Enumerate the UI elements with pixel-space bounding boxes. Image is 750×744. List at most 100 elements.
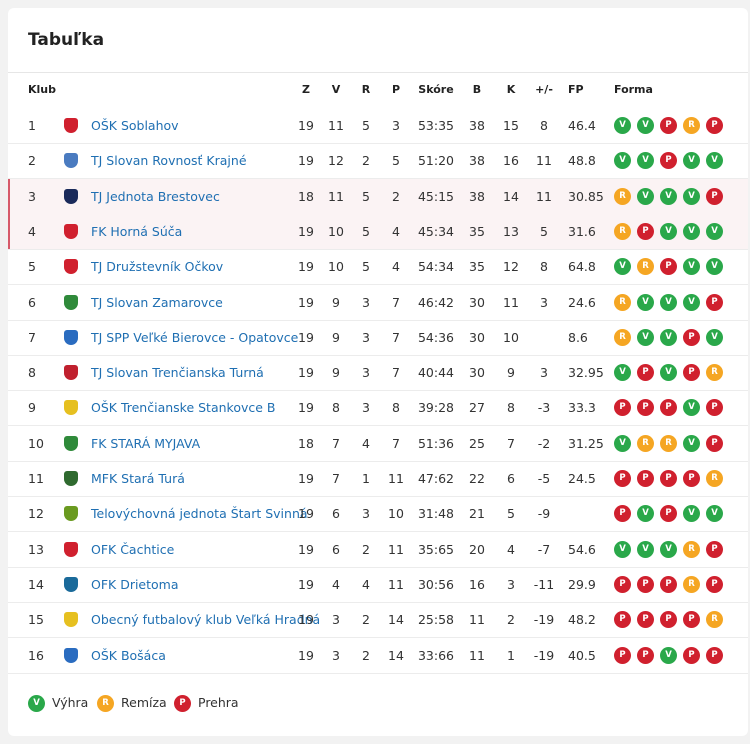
club-link[interactable]: OŠK Trenčianske Stankovce B (91, 400, 276, 416)
form-badge: V (614, 258, 631, 276)
cell-score: 54:34 (417, 259, 455, 275)
cell-r: 2 (362, 647, 370, 663)
rank: 16 (28, 647, 44, 663)
cell-diff: 3 (540, 294, 548, 310)
cell-z: 19 (298, 329, 314, 345)
cell-diff: -2 (537, 435, 551, 451)
cell-fp: 24.5 (568, 471, 596, 486)
cell-r: 5 (362, 259, 370, 275)
cell-k: 6 (507, 471, 515, 486)
club-logo (64, 329, 78, 345)
legend-badge: R (97, 695, 114, 712)
club-link[interactable]: OŠK Soblahov (91, 118, 179, 133)
form-badge: P (637, 364, 654, 382)
form-badge: V (706, 328, 723, 346)
cell-v: 9 (332, 294, 340, 310)
table: Klub Z V R P Skóre B K +/- FP Forma 1 OŠK Soblahov 19… (8, 72, 748, 674)
form-badge: V (683, 222, 700, 240)
club-link[interactable]: TJ SPP Veľké Bierovce - Opatovce (91, 329, 299, 345)
form-badge: P (660, 152, 677, 170)
cell-v: 4 (332, 576, 340, 592)
form-badge: V (683, 258, 700, 276)
cell-z: 19 (298, 294, 314, 310)
cell-diff: 5 (540, 223, 548, 239)
club-link[interactable]: FK STARÁ MYJAVA (91, 435, 201, 451)
cell-k: 11 (503, 294, 519, 310)
form-badge: R (637, 434, 654, 452)
club-link[interactable]: FK Horná Súča (91, 223, 183, 239)
form-badge: P (706, 187, 723, 205)
table-row: 15 Obecný futbalový klub Veľká Hradná 19 3 2… (8, 602, 748, 639)
cell-r: 5 (362, 223, 370, 239)
table-row: 16 OŠK Bošáca 19 3 2 14 33:66 11 1 -19 40.5 P P V P P (8, 638, 748, 674)
cell-diff: -19 (533, 612, 555, 628)
cell-b: 38 (469, 188, 485, 204)
table-row: 12 Telovýchovná jednota Štart Svinná 19 6 3 1… (8, 496, 748, 533)
form-badge: P (706, 646, 723, 664)
club-link[interactable]: MFK Stará Turá (91, 471, 185, 486)
club-link[interactable]: Obecný futbalový klub Veľká Hradná (91, 612, 321, 628)
rank: 6 (28, 294, 36, 310)
form-badge: V (614, 152, 631, 170)
cell-score: 51:36 (417, 435, 455, 451)
table-row: 7 TJ SPP Veľké Bierovce - Opatovce 19 9 3 7 54… (8, 320, 748, 356)
form-badge: V (706, 222, 723, 240)
cell-score: 47:62 (417, 471, 455, 486)
cell-p: 7 (392, 329, 400, 345)
cell-fp: 46.4 (568, 118, 596, 133)
cell-r: 3 (362, 506, 370, 522)
legend-label: Výhra (52, 695, 89, 710)
form-badge: P (637, 646, 654, 664)
cell-fp: 40.5 (568, 647, 596, 663)
form-badge: R (637, 258, 654, 276)
rank: 13 (28, 541, 44, 557)
cell-k: 7 (507, 435, 515, 451)
form-badge: P (706, 575, 723, 593)
form-badge: P (706, 540, 723, 558)
rank: 9 (28, 400, 36, 416)
club-link[interactable]: TJ Slovan Rovnosť Krajné (91, 153, 247, 169)
club-link[interactable]: OFK Čachtice (91, 541, 175, 557)
cell-score: 53:35 (417, 118, 455, 133)
cell-r: 4 (362, 576, 370, 592)
cell-k: 4 (507, 541, 515, 557)
cell-score: 40:44 (417, 365, 455, 381)
cell-p: 10 (388, 506, 404, 522)
legend-label: Remíza (121, 695, 167, 710)
card-title: Tabuľka (28, 30, 105, 50)
cell-b: 38 (469, 118, 485, 133)
cell-b: 30 (469, 294, 485, 310)
club-link[interactable]: TJ Družstevník Očkov (91, 259, 224, 275)
cell-p: 3 (392, 118, 400, 133)
club-link[interactable]: TJ Jednota Brestovec (91, 188, 220, 204)
club-link[interactable]: OŠK Bošáca (91, 647, 166, 663)
cell-z: 18 (298, 188, 314, 204)
club-link[interactable]: Telovýchovná jednota Štart Svinná (91, 506, 308, 522)
form-badge: P (637, 222, 654, 240)
form-badge: P (660, 258, 677, 276)
cell-z: 19 (298, 400, 314, 416)
table-row: 2 TJ Slovan Rovnosť Krajné 19 12 2 5 51:20 38 16… (8, 143, 748, 180)
club-link[interactable]: TJ Slovan Trenčianska Turná (91, 365, 264, 381)
cell-r: 3 (362, 365, 370, 381)
rank: 4 (28, 223, 36, 239)
column-header: Z (302, 83, 310, 96)
cell-b: 30 (469, 365, 485, 381)
cell-diff: -7 (537, 541, 551, 557)
form-badge: P (706, 293, 723, 311)
club-link[interactable]: OFK Drietoma (91, 576, 179, 592)
cell-k: 1 (507, 647, 515, 663)
cell-diff: -19 (533, 647, 555, 663)
rank: 14 (28, 576, 44, 592)
form-badge: V (683, 187, 700, 205)
table-row: 11 MFK Stará Turá 19 7 1 11 47:62 22 6 -5 24.5 P P P P… (8, 461, 748, 497)
form-badge: P (683, 611, 700, 629)
cell-k: 8 (507, 400, 515, 416)
club-link[interactable]: TJ Slovan Zamarovce (91, 294, 223, 310)
form-badge: R (706, 611, 723, 629)
cell-fp: 24.6 (568, 294, 596, 310)
cell-p: 4 (392, 223, 400, 239)
form-badge: P (637, 399, 654, 417)
cell-v: 11 (328, 188, 344, 204)
form-badge: V (637, 505, 654, 523)
